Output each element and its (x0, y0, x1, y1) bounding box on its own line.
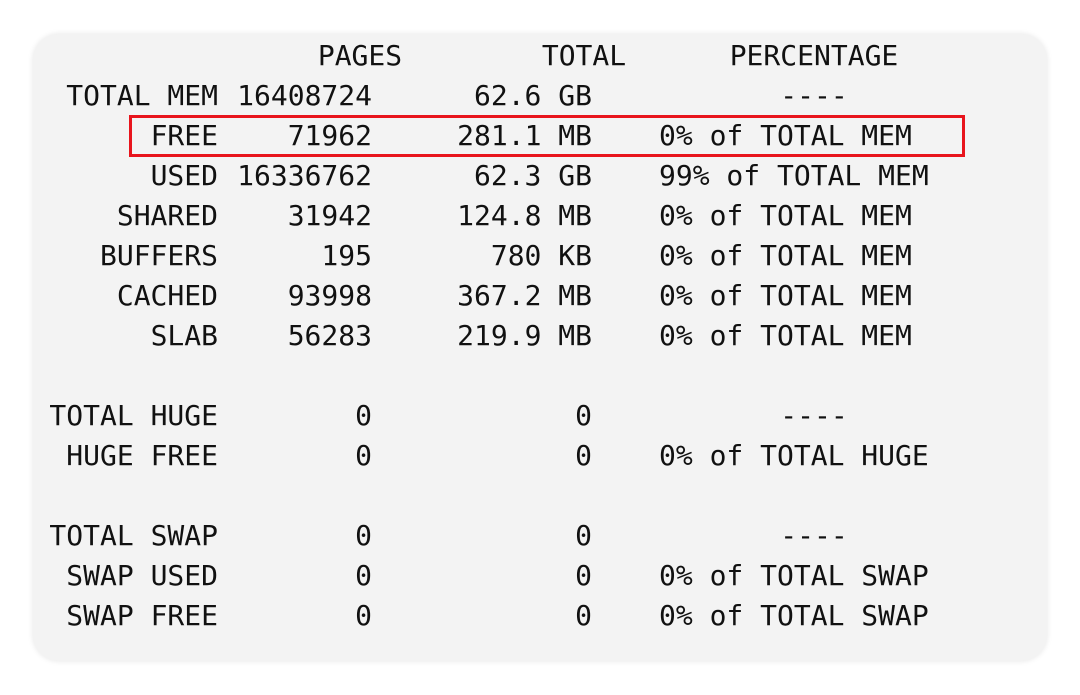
row-percentage: 0% of TOTAL HUGE (659, 439, 929, 472)
row-percentage: ---- (780, 399, 848, 432)
row-percentage: 0% of TOTAL MEM (659, 119, 912, 152)
row-pages: 71962 (287, 119, 372, 152)
row-label: BUFFERS (99, 239, 218, 272)
row-label: SLAB (150, 319, 218, 352)
row-total: 0 (575, 399, 592, 432)
row-total: 0 (575, 599, 592, 632)
row-total: 0 (575, 519, 592, 552)
row-pages: 0 (355, 559, 372, 592)
row-percentage: 0% of TOTAL MEM (659, 279, 912, 312)
row-total: 62.6 GB (473, 79, 592, 112)
row-label: CACHED (116, 279, 218, 312)
row-pages: 195 (321, 239, 372, 272)
row-pages: 16408724 (237, 79, 372, 112)
row-label: TOTAL HUGE (49, 399, 218, 432)
row-percentage: 0% of TOTAL MEM (659, 319, 912, 352)
row-pages: 0 (355, 519, 372, 552)
row-total: 367.2 MB (457, 279, 592, 312)
row-pages: 0 (355, 439, 372, 472)
row-pages: 93998 (287, 279, 372, 312)
row-percentage: 0% of TOTAL SWAP (659, 559, 929, 592)
free-row-highlight-box (129, 115, 965, 157)
row-percentage: 0% of TOTAL SWAP (659, 599, 929, 632)
row-total: 62.3 GB (473, 159, 592, 192)
row-pages: 0 (355, 399, 372, 432)
row-label: SWAP FREE (66, 599, 218, 632)
row-pages: 31942 (287, 199, 372, 232)
header-pages: PAGES (317, 39, 403, 72)
row-label: SWAP USED (66, 559, 218, 592)
row-percentage: ---- (780, 519, 848, 552)
row-pages: 56283 (287, 319, 372, 352)
row-total: 219.9 MB (457, 319, 592, 352)
row-total: 0 (575, 559, 592, 592)
row-total: 124.8 MB (457, 199, 592, 232)
row-label: TOTAL SWAP (49, 519, 218, 552)
row-percentage: ---- (780, 79, 848, 112)
header-percentage: PERCENTAGE (729, 39, 899, 72)
row-label: TOTAL MEM (66, 79, 218, 112)
row-total: 0 (575, 439, 592, 472)
memory-report-panel (33, 34, 1047, 661)
row-percentage: 99% of TOTAL MEM (659, 159, 929, 192)
row-total: 281.1 MB (457, 119, 592, 152)
row-label: USED (150, 159, 218, 192)
row-pages: 0 (355, 599, 372, 632)
row-percentage: 0% of TOTAL MEM (659, 199, 912, 232)
row-label: FREE (150, 119, 218, 152)
row-total: 780 KB (490, 239, 592, 272)
row-pages: 16336762 (237, 159, 372, 192)
row-label: HUGE FREE (66, 439, 218, 472)
row-label: SHARED (116, 199, 218, 232)
header-total: TOTAL (541, 39, 627, 72)
row-percentage: 0% of TOTAL MEM (659, 239, 912, 272)
